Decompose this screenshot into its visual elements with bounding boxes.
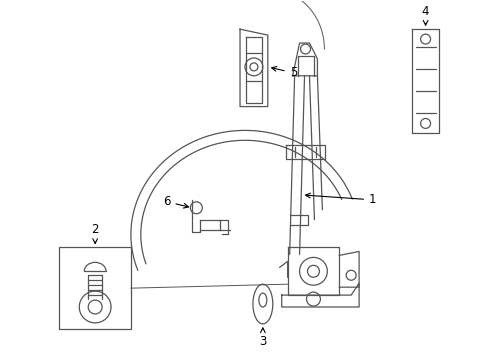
Text: 4: 4	[421, 5, 428, 25]
Text: 2: 2	[91, 223, 99, 243]
Text: 6: 6	[163, 195, 188, 208]
Text: 3: 3	[259, 328, 266, 348]
Text: 5: 5	[271, 66, 296, 79]
Bar	[60, 247, 131, 329]
Text: 1: 1	[305, 193, 376, 206]
